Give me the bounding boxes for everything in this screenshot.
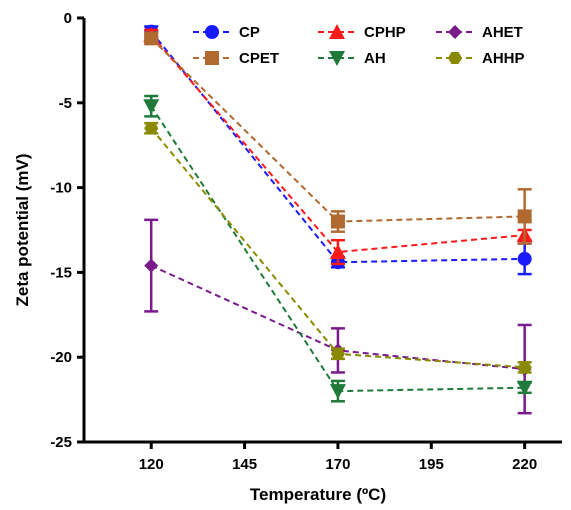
- data-point-cpet: [517, 209, 532, 224]
- y-tick-label: -25: [50, 434, 72, 451]
- series-ah: [143, 94, 533, 403]
- legend-label-ahet: AHET: [482, 24, 523, 41]
- y-tick-label: -15: [50, 264, 72, 281]
- data-point-ah: [329, 384, 346, 400]
- x-tick-label: 145: [232, 456, 257, 473]
- y-axis-title: Zeta potential (mV): [13, 153, 32, 306]
- legend-label-cphp: CPHP: [364, 24, 406, 41]
- legend-marker-cphp: [329, 24, 345, 39]
- legend-marker-cpet: [205, 51, 219, 65]
- legend-item-ah: AH: [318, 50, 386, 67]
- y-tick-label: -10: [50, 180, 72, 197]
- legend-label-cp: CP: [239, 24, 260, 41]
- x-tick-label: 220: [512, 456, 537, 473]
- legend-item-cphp: CPHP: [318, 24, 406, 41]
- data-point-ah: [143, 99, 160, 115]
- data-point-cp: [517, 251, 532, 266]
- plot-area: [143, 24, 533, 415]
- legend-item-ahet: AHET: [436, 24, 523, 41]
- axes: [82, 18, 562, 444]
- x-axis-title: Temperature (ºC): [250, 485, 386, 504]
- legend-label-ah: AH: [364, 50, 386, 67]
- legend: CP CPHP AHET CPET AH AHHP: [193, 24, 525, 67]
- data-point-cpet: [144, 31, 159, 46]
- data-point-ah: [516, 380, 533, 396]
- series-ahhp: [144, 121, 532, 374]
- legend-item-cpet: CPET: [193, 50, 279, 67]
- data-point-ahhp: [144, 122, 159, 135]
- x-tick-label: 120: [139, 456, 164, 473]
- x-tick-label: 170: [325, 456, 350, 473]
- axis-ticks: 0 -5 -10 -15 -20 -25 120 145 170 195 220: [50, 10, 537, 473]
- legend-marker-ahhp: [448, 51, 462, 65]
- y-tick-label: 0: [64, 10, 72, 27]
- data-point-ahhp: [517, 361, 532, 374]
- data-point-cpet: [330, 214, 345, 229]
- y-tick-label: -5: [59, 95, 72, 112]
- legend-item-ahhp: AHHP: [436, 50, 525, 67]
- x-tick-label: 195: [419, 456, 444, 473]
- data-point-ahet: [144, 258, 159, 273]
- y-tick-label: -20: [50, 349, 72, 366]
- legend-marker-ahet: [448, 25, 462, 39]
- series-line-cphp: [150, 34, 525, 254]
- series-line-cp: [150, 30, 525, 264]
- data-point-ahhp: [330, 347, 345, 360]
- data-point-cphp: [329, 244, 346, 260]
- series-cpet: [144, 31, 532, 245]
- legend-item-cp: CP: [193, 24, 260, 41]
- series-line-cpet: [150, 37, 525, 223]
- legend-label-cpet: CPET: [239, 50, 279, 67]
- legend-label-ahhp: AHHP: [482, 50, 525, 67]
- legend-marker-ah: [329, 51, 345, 66]
- legend-marker-cp: [205, 25, 219, 39]
